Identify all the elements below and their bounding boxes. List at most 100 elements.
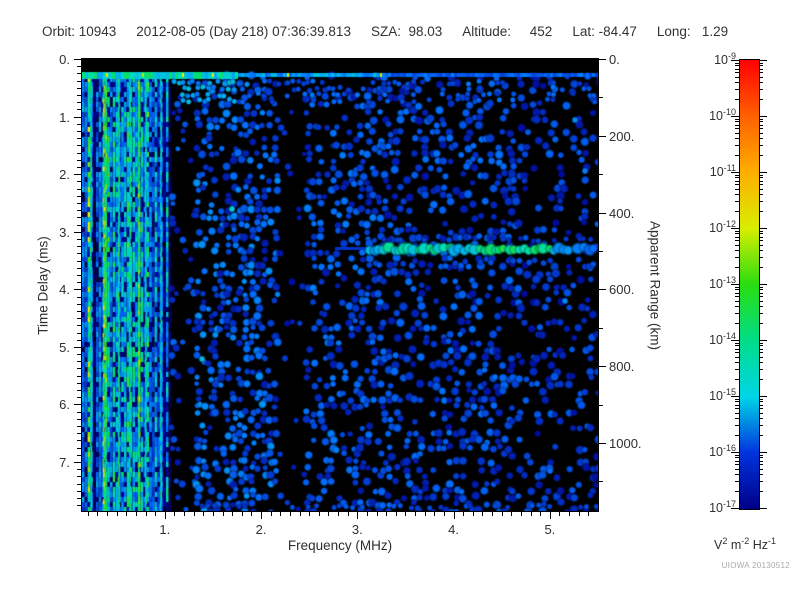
y-left-tick-label: 7. <box>59 455 70 471</box>
colorbar-minor-tick <box>735 99 739 101</box>
colorbar-minor-tick <box>735 138 739 140</box>
x-minor-tick <box>472 512 474 516</box>
y-left-minor-tick <box>77 454 81 456</box>
colorbar-minor-tick <box>759 404 763 406</box>
colorbar-minor-tick <box>735 76 739 78</box>
colorbar-minor-tick <box>759 323 763 325</box>
y-left-tick-label: 3. <box>59 224 70 240</box>
colorbar-minor-tick <box>735 118 739 120</box>
colorbar-minor-tick <box>735 401 739 403</box>
x-minor-tick <box>492 512 494 516</box>
header-item-datetime: 2012-08-05 (Day 218) 07:36:39.813 <box>136 24 351 39</box>
x-minor-tick <box>482 512 484 516</box>
y-left-minor-tick <box>77 397 81 399</box>
y-right-major-tick <box>599 289 606 291</box>
header-item-altitude: Altitude: 452 <box>462 24 553 39</box>
x-minor-tick <box>405 512 407 516</box>
y-left-minor-tick <box>77 505 81 507</box>
y-right-minor-tick <box>599 174 603 176</box>
colorbar-minor-tick <box>759 194 763 196</box>
colorbar-minor-tick <box>735 132 739 134</box>
colorbar-minor-tick <box>735 184 739 186</box>
y-left-minor-tick <box>77 130 81 132</box>
colorbar-minor-tick <box>735 435 739 437</box>
colorbar-minor-tick <box>759 250 763 252</box>
colorbar-minor-tick <box>735 211 739 213</box>
colorbar-minor-tick <box>759 138 763 140</box>
y-right-tick-label: 600. <box>609 282 635 298</box>
x-major-tick <box>549 512 551 519</box>
colorbar-minor-tick <box>759 72 763 74</box>
colorbar-tick-label: 10-13 <box>709 275 736 292</box>
colorbar-major-tick <box>759 508 767 509</box>
colorbar-minor-tick <box>735 464 739 466</box>
colorbar-minor-tick <box>759 342 763 344</box>
colorbar-minor-tick <box>759 76 763 78</box>
colorbar-minor-tick <box>735 236 739 238</box>
colorbar-minor-tick <box>735 296 739 298</box>
y-right-minor-tick <box>599 97 603 99</box>
colorbar-minor-tick <box>735 180 739 182</box>
y-left-minor-tick <box>77 411 81 413</box>
x-minor-tick <box>588 512 590 516</box>
colorbar-minor-tick <box>759 362 763 364</box>
colorbar-minor-tick <box>735 72 739 74</box>
colorbar-minor-tick <box>759 211 763 213</box>
colorbar-major-tick <box>759 452 767 453</box>
colorbar-minor-tick <box>759 474 763 476</box>
y-left-tick-label: 2. <box>59 167 70 183</box>
colorbar-minor-tick <box>759 356 763 358</box>
y-right-minor-tick <box>599 327 603 329</box>
colorbar-minor-tick <box>759 118 763 120</box>
colorbar-minor-tick <box>759 352 763 354</box>
colorbar-minor-tick <box>735 460 739 462</box>
y-right-minor-tick <box>599 251 603 252</box>
colorbar-minor-tick <box>735 194 739 196</box>
x-minor-tick <box>347 512 349 516</box>
header-item-sza: SZA: 98.03 <box>370 24 443 39</box>
y-left-minor-tick <box>77 145 81 147</box>
y-left-minor-tick <box>77 469 81 471</box>
y-left-major-tick <box>74 231 81 233</box>
colorbar-minor-tick <box>759 457 763 459</box>
header-item-lat: Lat: -84.47 <box>572 24 637 39</box>
colorbar-minor-tick <box>759 369 763 371</box>
header-item-long: Long: 1.29 <box>656 24 729 39</box>
y-right-major-tick <box>599 443 606 445</box>
y-left-minor-tick <box>77 210 81 212</box>
colorbar-minor-tick <box>759 233 763 235</box>
x-minor-tick <box>520 512 522 516</box>
colorbar-minor-tick <box>759 296 763 298</box>
colorbar-minor-tick <box>759 236 763 238</box>
colorbar-tick-label: 10-9 <box>714 51 736 68</box>
y-left-minor-tick <box>77 109 81 111</box>
x-minor-tick <box>366 512 368 516</box>
y-left-minor-tick <box>77 483 81 485</box>
colorbar-minor-tick <box>759 180 763 182</box>
colorbar-minor-tick <box>759 82 763 84</box>
y-left-minor-tick <box>77 332 81 334</box>
colorbar-tick-label: 10-10 <box>709 107 736 124</box>
colorbar-minor-tick <box>735 250 739 252</box>
colorbar-minor-tick <box>735 313 739 315</box>
colorbar-unit-label: V2 m-2 Hz-1 <box>713 536 777 553</box>
colorbar-major-tick <box>759 116 767 117</box>
y-left-minor-tick <box>77 325 81 327</box>
y-axis-title-left: Time Delay (ms) <box>35 236 51 335</box>
y-left-major-tick <box>74 174 81 176</box>
y-right-major-tick <box>599 212 606 214</box>
colorbar-minor-tick <box>759 145 763 147</box>
colorbar-minor-tick <box>759 286 763 288</box>
x-minor-tick <box>135 512 137 516</box>
y-left-tick-label: 6. <box>59 397 70 413</box>
x-minor-tick <box>415 512 417 516</box>
colorbar-minor-tick <box>735 289 739 291</box>
colorbar-minor-tick <box>759 184 763 186</box>
y-left-minor-tick <box>77 375 81 377</box>
x-minor-tick <box>97 512 99 516</box>
spectrogram-canvas <box>82 59 598 511</box>
colorbar-major-tick <box>731 172 739 173</box>
colorbar-minor-tick <box>735 454 739 456</box>
y-left-minor-tick <box>77 246 81 248</box>
